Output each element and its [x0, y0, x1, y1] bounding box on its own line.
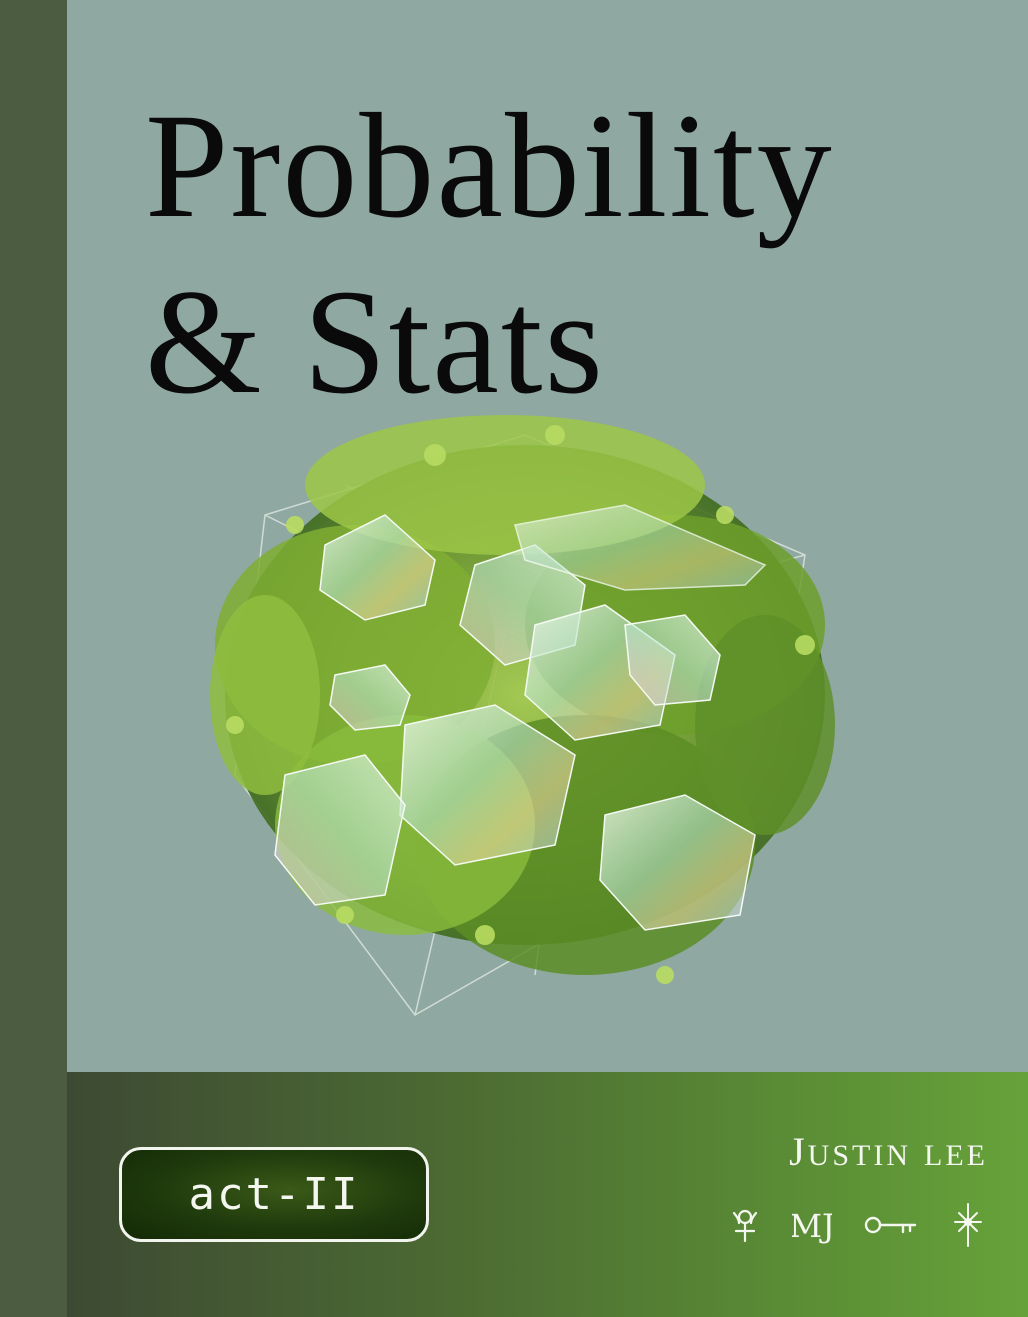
act-badge-label: act-II	[188, 1169, 360, 1220]
book-title: Probability & Stats	[145, 78, 965, 430]
title-line-2: & Stats	[145, 259, 605, 425]
author-first-rest: USTIN	[807, 1139, 912, 1172]
title-line-1: Probability	[145, 83, 834, 249]
book-spine	[0, 0, 67, 1317]
sparkle-star-icon	[953, 1203, 982, 1247]
author-symbols: MJ	[730, 1200, 985, 1250]
cube-foliage-illustration	[210, 415, 835, 1016]
author-name: JUSTIN LEE	[700, 1128, 988, 1175]
flower-sigil-icon	[732, 1209, 758, 1243]
key-icon	[865, 1216, 917, 1234]
monogram-icon: MJ	[792, 1207, 832, 1245]
act-badge: act-II	[119, 1147, 429, 1242]
monogram-text: MJ	[792, 1207, 832, 1245]
author-last: LEE	[924, 1139, 988, 1172]
author-first-initial: J	[789, 1129, 808, 1174]
